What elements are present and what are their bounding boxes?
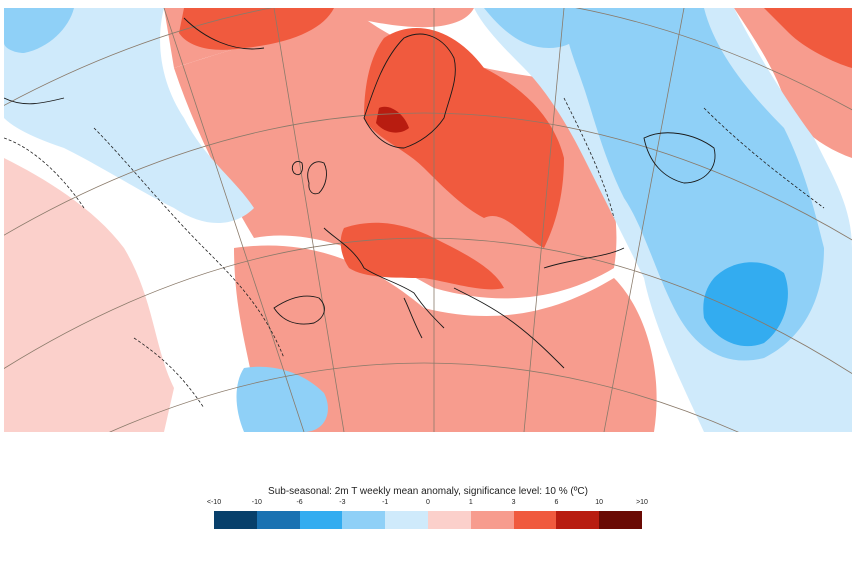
anomaly-region-m1tom3-north [484,8,594,48]
anomaly-region-3to6-northeast [764,8,852,68]
anomaly-region-1to3-south [234,245,657,432]
legend-swatch-9 [599,511,642,529]
legend-title: Sub-seasonal: 2m T weekly mean anomaly, … [268,486,588,497]
legend-tick-label: -6 [296,499,303,506]
anomaly-region-3to6-greenland [179,8,334,50]
coastlines [4,17,716,369]
legend-tick-label: 6 [554,499,559,506]
legend-swatch-7 [513,511,557,529]
legend-tick-label: 0 [426,499,430,506]
legend-tick-label: <-10 [206,499,222,506]
legend-ticks: <-10 -10 -6 -3 -1 0 1 3 6 10 >10 [207,499,648,509]
legend-swatch-5 [427,511,471,529]
legend-tick-label: 3 [511,499,516,506]
significance-contours [4,97,825,409]
legend-swatch-2 [299,511,343,529]
anomaly-region-3to6-scandinavia [364,28,564,248]
legend-swatch-0 [214,511,257,529]
legend-tick-label: -1 [382,499,389,506]
anomaly-region-m3tom6-nwcorner [4,8,74,53]
legend-tick-label: >10 [636,499,648,506]
legend-tick-label: 10 [595,499,604,506]
anomaly-region-m1tom3-westafrica [236,366,328,432]
temperature-anomaly-map [4,8,852,432]
legend-swatch-4 [385,511,428,529]
legend-tick-label: 1 [468,499,473,506]
legend-tick-label: -3 [339,499,346,506]
legend-swatch-1 [256,511,300,529]
graticule [4,8,852,432]
legend-colorbar [214,511,642,529]
anomaly-region-0tom1-nwatlantic [4,8,254,223]
legend-swatch-8 [556,511,600,529]
legend-swatch-6 [470,511,514,529]
legend-tick-label: -10 [251,499,262,506]
anomaly-region-1to3-atlantic [4,158,174,432]
anomaly-region-6to10-norway [376,106,409,133]
legend-swatch-3 [342,511,386,529]
